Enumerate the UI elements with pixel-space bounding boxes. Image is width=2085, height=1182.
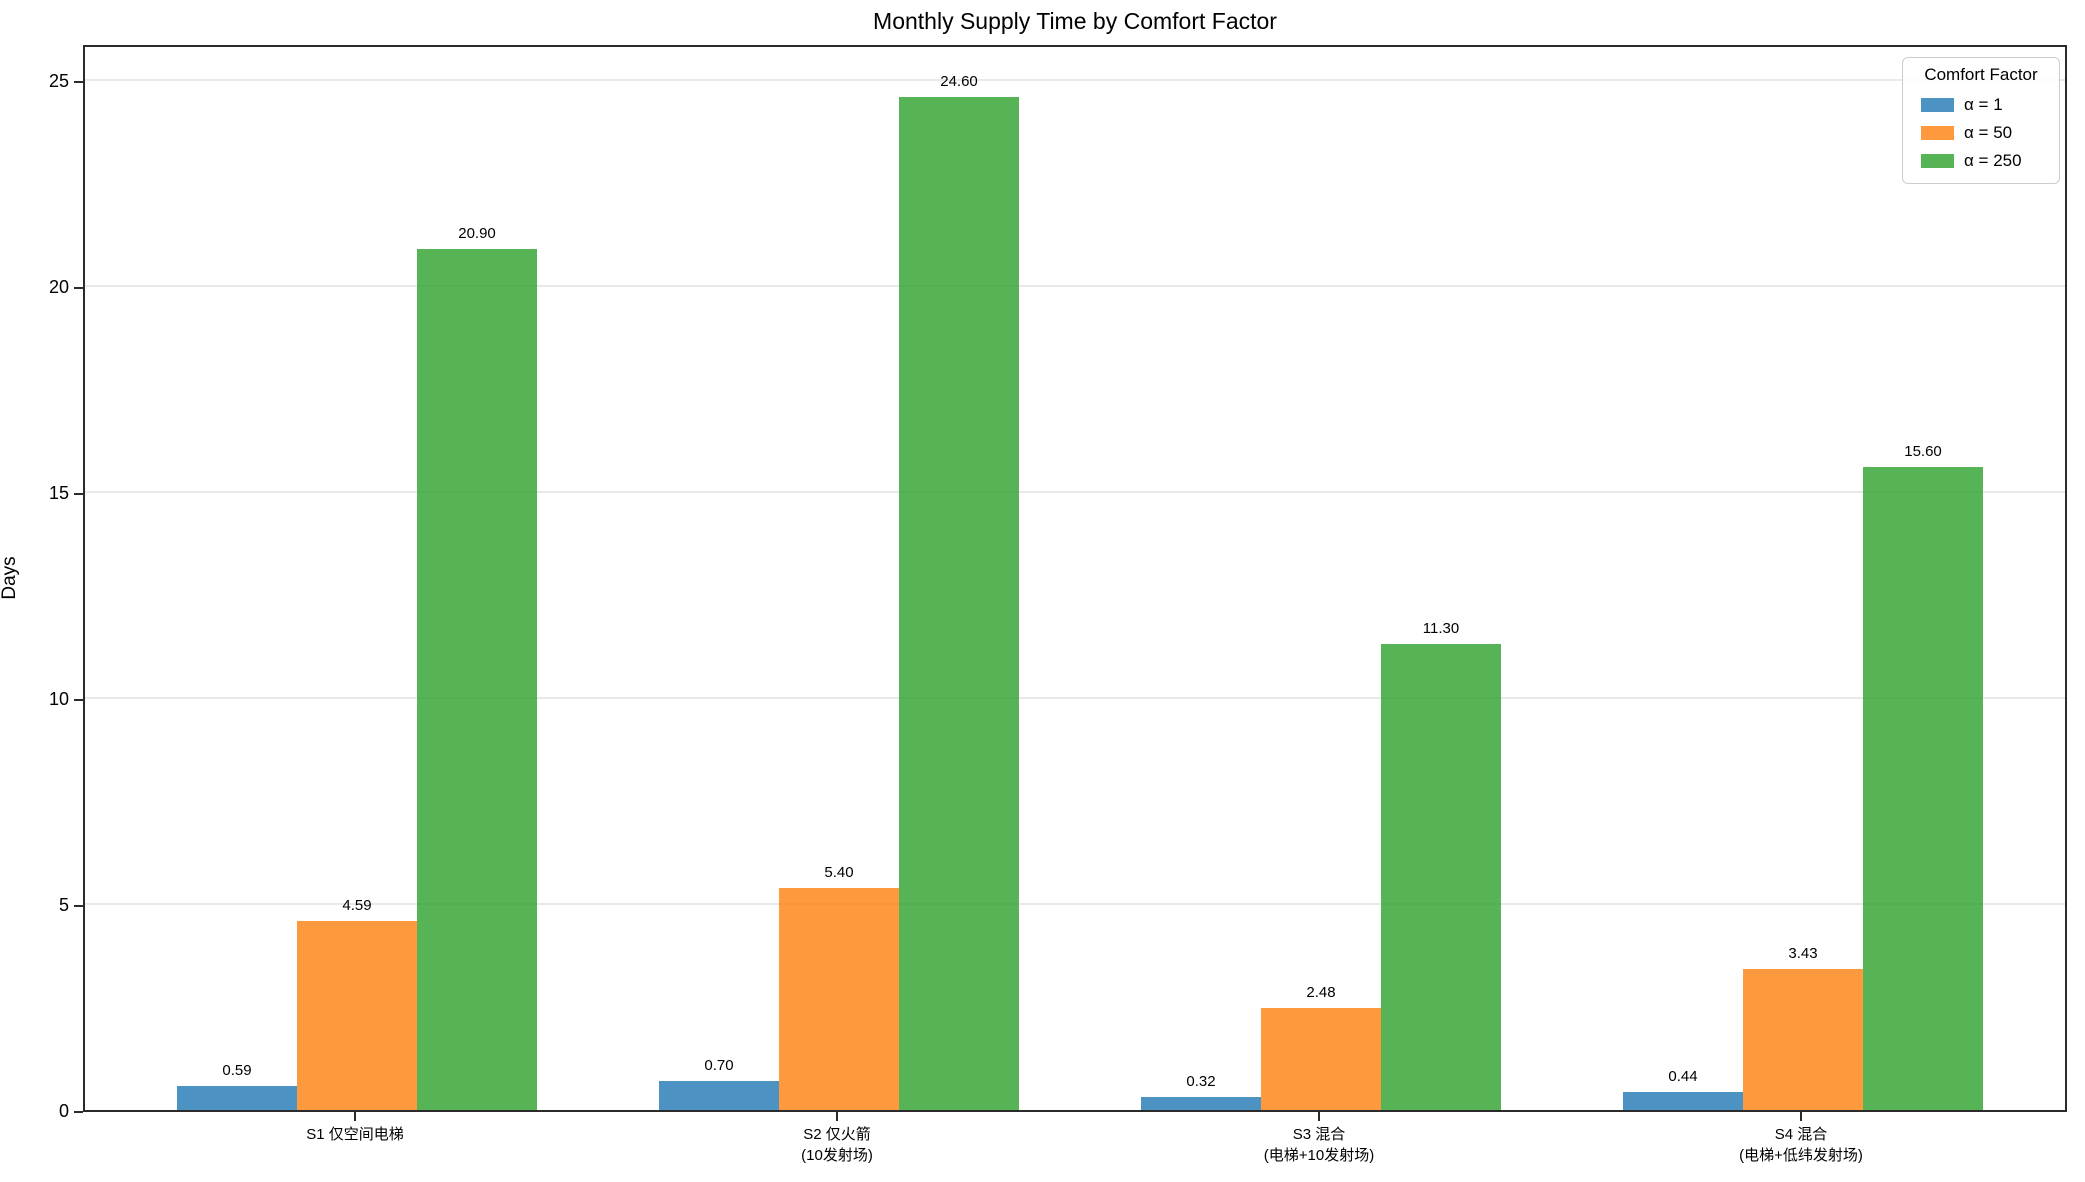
- y-axis-label: Days: [0, 556, 20, 600]
- gridline-y-15: [85, 491, 2065, 494]
- y-tick-mark-10: [74, 699, 83, 702]
- legend-entry-label: α = 50: [1964, 123, 2013, 142]
- x-category-label-2: S3 混合 (电梯+10发射场): [1263, 1126, 1375, 1164]
- bar-value-label-2-1: 24.60: [940, 72, 978, 90]
- bar-α=250-group4: [1863, 467, 1983, 1110]
- bar-α=250-group1: [417, 249, 537, 1110]
- legend: Comfort Factor α = 1 α = 50 α = 250: [1902, 57, 2060, 184]
- x-tick-mark-2: [1318, 1112, 1320, 1121]
- bar-α=1-group4: [1623, 1091, 1743, 1110]
- bar-value-label-1-0: 4.59: [342, 896, 372, 914]
- gridline-y-25: [85, 79, 2065, 82]
- y-tick-mark-5: [74, 905, 83, 907]
- legend-entry-1: α = 50: [1913, 119, 2049, 147]
- plot-area: 0.59 0.70 0.32 0.44 4.59 5.40 2.48 3.43 20.90 24.…: [83, 45, 2067, 1112]
- bar-α=250-group2: [899, 96, 1019, 1110]
- x-category-label-3: S4 混合 (电梯+低纬发射场): [1739, 1126, 1863, 1164]
- y-tick-mark-15: [74, 493, 83, 496]
- legend-swatch-icon: [1921, 126, 1954, 140]
- bar-α=1-group2: [659, 1081, 779, 1110]
- y-tick-mark-25: [74, 81, 83, 84]
- x-category-label-1: S2 仅火箭 (10发射场): [801, 1126, 873, 1164]
- bar-α=50-group4: [1743, 968, 1863, 1110]
- gridline-y-20: [85, 285, 2065, 288]
- y-tick-mark-0: [74, 1111, 83, 1113]
- legend-title: Comfort Factor: [1924, 65, 2038, 84]
- y-tick-mark-20: [74, 287, 83, 290]
- y-tick-label-20: 20: [48, 277, 69, 298]
- x-tick-mark-0: [354, 1112, 356, 1121]
- x-category-label-0: S1 仅空间电梯: [306, 1126, 404, 1143]
- gridline-y-10: [85, 697, 2065, 700]
- legend-entry-2: α = 250: [1913, 147, 2049, 175]
- legend-swatch-icon: [1921, 154, 1954, 168]
- bar-α=50-group3: [1261, 1007, 1381, 1110]
- y-tick-label-10: 10: [48, 689, 69, 710]
- bar-value-label-0-2: 0.32: [1186, 1072, 1216, 1090]
- legend-entries: α = 1 α = 50 α = 250: [1913, 91, 2049, 175]
- x-tick-mark-3: [1800, 1112, 1802, 1121]
- gridline-y-5: [85, 903, 2065, 906]
- x-tick-mark-1: [836, 1112, 838, 1121]
- bar-value-label-1-2: 2.48: [1306, 983, 1336, 1001]
- bar-value-label-2-2: 11.30: [1422, 620, 1460, 638]
- bar-α=50-group2: [779, 887, 899, 1110]
- bar-value-label-1-3: 3.43: [1788, 944, 1818, 962]
- bar-α=1-group3: [1141, 1096, 1261, 1110]
- y-tick-label-25: 25: [48, 71, 69, 92]
- bar-value-label-1-1: 5.40: [824, 863, 854, 881]
- legend-entry-0: α = 1: [1913, 91, 2049, 119]
- bar-α=250-group3: [1381, 644, 1501, 1110]
- y-tick-label-0: 0: [58, 1101, 69, 1121]
- legend-swatch-icon: [1921, 98, 1954, 112]
- bar-value-label-2-0: 20.90: [458, 225, 496, 242]
- legend-entry-label: α = 250: [1964, 151, 2022, 170]
- chart-title: Monthly Supply Time by Comfort Factor: [873, 8, 1277, 34]
- bar-α=50-group1: [297, 920, 417, 1110]
- bar-value-label-2-3: 15.60: [1904, 443, 1942, 461]
- bar-α=1-group1: [177, 1085, 297, 1110]
- bar-value-label-0-0: 0.59: [222, 1061, 252, 1079]
- y-tick-label-5: 5: [58, 895, 69, 915]
- bar-value-label-0-1: 0.70: [704, 1057, 734, 1075]
- legend-entry-label: α = 1: [1964, 95, 2003, 114]
- y-tick-label-15: 15: [48, 483, 69, 504]
- bar-value-label-0-3: 0.44: [1668, 1067, 1698, 1085]
